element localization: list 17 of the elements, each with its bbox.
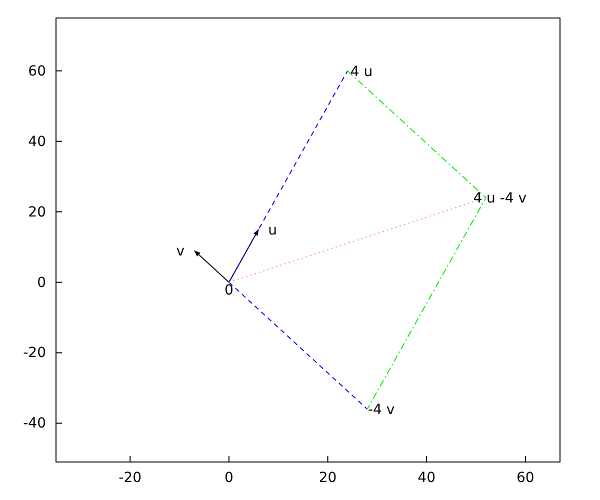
y-tick-label: -40	[23, 416, 46, 432]
annotation: -4 v	[368, 402, 395, 418]
y-tick-label: 40	[28, 134, 46, 150]
annotation: 4 u -4 v	[473, 190, 527, 207]
y-tick-label: 20	[28, 204, 46, 220]
x-tick-label: 0	[224, 470, 234, 486]
annotation: 4 u	[350, 64, 373, 80]
y-tick-label: 60	[28, 63, 46, 80]
annotation: u	[268, 222, 278, 238]
x-tick-label: 40	[418, 470, 436, 486]
y-tick-label: -20	[23, 345, 46, 362]
x-tick-label: 60	[516, 470, 534, 486]
annotation: 0	[224, 282, 234, 298]
annotation: v	[176, 244, 184, 260]
x-tick-label: 20	[318, 470, 337, 486]
y-tick-label: 0	[37, 274, 46, 291]
x-tick-label: -20	[118, 470, 142, 486]
